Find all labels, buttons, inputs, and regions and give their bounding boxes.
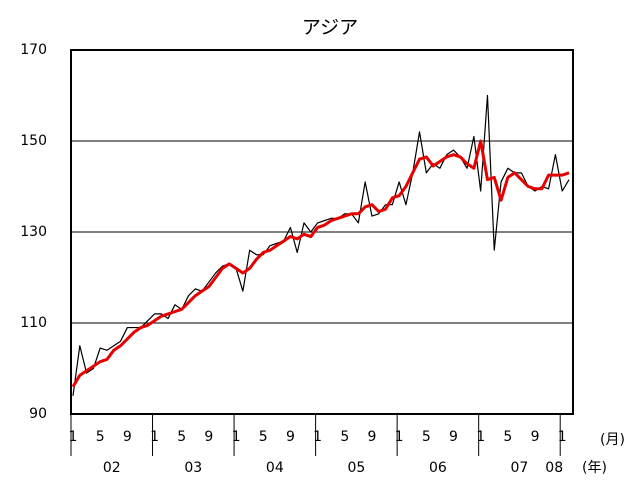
x-tick-label: 1 <box>232 429 241 445</box>
y-tick-label: 90 <box>29 406 47 422</box>
x-tick-label: 5 <box>422 429 431 445</box>
x-tick-label: 9 <box>204 429 213 445</box>
x-tick-label: 1 <box>69 429 78 445</box>
year-label: 08 <box>545 460 563 476</box>
plot-border <box>70 49 574 415</box>
x-tick-label: 1 <box>313 429 322 445</box>
y-tick-label: 110 <box>20 315 47 331</box>
y-tick-label: 130 <box>20 224 47 240</box>
series-line <box>71 139 570 388</box>
year-label: 02 <box>103 460 121 476</box>
series-line <box>72 94 570 396</box>
x-tick-label: 5 <box>503 429 512 445</box>
year-label: 04 <box>266 460 284 476</box>
x-tick-label: 5 <box>340 429 349 445</box>
x-tick-label: 1 <box>558 429 567 445</box>
x-tick-label: 5 <box>96 429 105 445</box>
chart-title: アジア <box>302 17 358 39</box>
x-tick-label: 1 <box>476 429 485 445</box>
x-tick-label: 9 <box>367 429 376 445</box>
x-tick-label: 5 <box>259 429 268 445</box>
year-label: 07 <box>511 460 529 476</box>
x-tick-label: 9 <box>531 429 540 445</box>
year-unit: (年) <box>582 460 607 476</box>
year-label: 06 <box>429 460 447 476</box>
x-tick-label: 9 <box>286 429 295 445</box>
y-tick-label: 150 <box>20 133 47 149</box>
year-label: 05 <box>347 460 365 476</box>
x-tick-label: 9 <box>449 429 458 445</box>
year-label: 03 <box>184 460 202 476</box>
x-tick-label: 1 <box>150 429 159 445</box>
x-tick-label: 5 <box>177 429 186 445</box>
x-tick-label: 1 <box>395 429 404 445</box>
month-unit: (月) <box>600 432 625 448</box>
x-tick-label: 9 <box>123 429 132 445</box>
y-tick-label: 170 <box>20 42 47 58</box>
